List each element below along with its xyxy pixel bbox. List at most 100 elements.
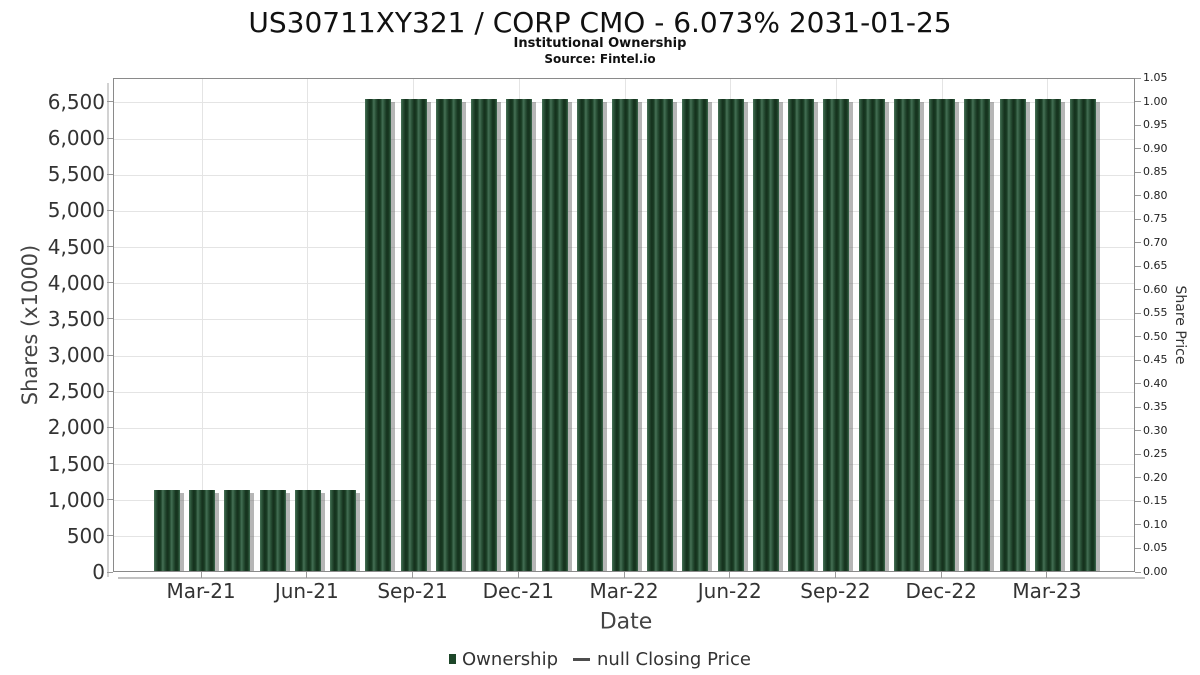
ownership-bar	[612, 98, 638, 571]
shares-axis-tick-mark	[107, 390, 113, 392]
date-axis-tick-label: Mar-21	[166, 579, 236, 603]
gridline-vertical	[307, 79, 309, 571]
ownership-bar	[1034, 98, 1061, 571]
line-marker-icon	[573, 657, 591, 661]
price-axis-tick-label: 0.30	[1143, 423, 1168, 437]
ownership-bar	[259, 490, 286, 571]
ownership-bar	[400, 98, 427, 571]
shares-axis-tick-label: 5,500	[47, 162, 105, 187]
price-axis-tick-label: 0.20	[1143, 470, 1168, 484]
ownership-bar	[929, 98, 956, 571]
shares-axis-tick-mark	[107, 354, 113, 356]
date-axis-tick-label: Sep-22	[800, 579, 871, 603]
chart-subtitle: Institutional Ownership	[513, 36, 687, 51]
price-axis-tick-label: 0.60	[1143, 282, 1168, 296]
price-axis-tick-mark	[1135, 359, 1141, 361]
price-axis-tick-mark	[1135, 218, 1141, 220]
ownership-bar	[153, 490, 180, 571]
shares-axis-tick-label: 6,500	[47, 89, 105, 114]
y-axis-baseline	[107, 83, 109, 577]
date-axis-tick-label: Mar-22	[589, 579, 659, 603]
price-axis-tick-mark	[1135, 383, 1141, 385]
price-axis-tick-mark	[1135, 406, 1141, 408]
price-axis-tick-label: 0.10	[1143, 517, 1168, 531]
ownership-bar	[717, 98, 744, 571]
price-axis-tick-label: 0.70	[1143, 235, 1168, 249]
price-axis-tick-mark	[1135, 77, 1141, 79]
price-axis-tick-label: 0.00	[1143, 565, 1168, 578]
price-axis-tick-mark	[1135, 171, 1141, 173]
price-axis-tick-mark	[1135, 148, 1141, 150]
ownership-bar	[823, 98, 850, 571]
ownership-bar	[858, 98, 885, 571]
price-axis-tick-label: 1.05	[1143, 71, 1168, 84]
price-axis-tick-mark	[1135, 289, 1141, 291]
square-marker-icon	[449, 654, 457, 664]
price-axis-tick-mark	[1135, 265, 1141, 267]
chart-title: US30711XY321 / CORP CMO - 6.073% 2031-01…	[248, 6, 952, 39]
date-axis-tick-label: Dec-22	[905, 579, 977, 603]
shares-axis-tick-mark	[107, 137, 113, 139]
ownership-bar	[964, 98, 991, 571]
price-axis-tick-mark	[1135, 336, 1141, 338]
ownership-bar	[294, 490, 321, 571]
x-axis-baseline	[118, 577, 1145, 579]
ownership-bar	[576, 98, 603, 571]
price-axis-tick-label: 0.50	[1143, 329, 1168, 343]
shares-axis-tick-label: 4,500	[47, 234, 105, 259]
ownership-bar	[999, 98, 1026, 571]
price-axis-tick-mark	[1135, 101, 1141, 103]
shares-axis-tick-label: 500	[66, 523, 105, 548]
price-axis-tick-mark	[1135, 547, 1141, 549]
price-axis-tick-mark	[1135, 430, 1141, 432]
gridline-vertical	[201, 79, 203, 571]
ownership-bar	[893, 98, 920, 571]
price-axis-tick-label: 1.00	[1143, 94, 1168, 108]
price-axis-tick-label: 0.65	[1143, 259, 1168, 273]
date-axis-tick-mark	[517, 572, 519, 578]
shares-axis-tick-label: 6,000	[47, 126, 105, 151]
ownership-bar	[471, 98, 498, 571]
ownership-bar	[365, 98, 392, 571]
date-axis-tick-mark	[834, 572, 836, 578]
price-axis-tick-mark	[1135, 477, 1141, 479]
ownership-bar	[541, 98, 568, 571]
ownership-bar	[435, 98, 462, 571]
price-axis-tick-mark	[1135, 453, 1141, 455]
ownership-bar	[506, 98, 533, 571]
price-axis-tick-mark	[1135, 124, 1141, 126]
shares-axis-tick-mark	[107, 173, 113, 175]
date-axis-tick-mark	[412, 572, 414, 578]
ownership-bar	[788, 98, 815, 571]
date-axis-tick-mark	[306, 572, 308, 578]
plot-area	[113, 78, 1135, 572]
shares-axis-tick-label: 4,000	[47, 270, 105, 295]
price-axis-tick-label: 0.90	[1143, 141, 1168, 155]
shares-axis-tick-label: 1,000	[47, 487, 105, 512]
legend-item-ownership: Ownership	[449, 649, 558, 670]
shares-axis-tick-mark	[107, 101, 113, 103]
price-axis-tick-mark	[1135, 195, 1141, 197]
price-axis-tick-label: 0.40	[1143, 376, 1168, 390]
shares-axis-tick-mark	[107, 282, 113, 284]
shares-axis-tick-label: 3,500	[47, 306, 105, 331]
date-axis-tick-label: Jun-21	[274, 579, 339, 603]
legend-label-ownership: Ownership	[462, 648, 559, 670]
price-axis-tick-mark	[1135, 571, 1141, 573]
shares-axis-tick-label: 2,000	[47, 415, 105, 440]
ownership-bar	[752, 98, 779, 571]
date-axis-tick-label: Dec-21	[482, 579, 554, 603]
legend-item-closing-price: null Closing Price	[558, 649, 751, 670]
price-axis-tick-label: 0.45	[1143, 353, 1168, 367]
ownership-bar	[224, 490, 251, 571]
price-axis-tick-mark	[1135, 524, 1141, 526]
ownership-bar	[1070, 98, 1097, 571]
date-axis-tick-mark	[729, 572, 731, 578]
shares-axis-tick-label: 3,000	[47, 343, 105, 368]
price-axis-tick-label: 0.15	[1143, 494, 1168, 508]
ownership-bar	[682, 98, 709, 571]
price-axis-tick-label: 0.05	[1143, 541, 1168, 555]
shares-axis-tick-mark	[107, 209, 113, 211]
shares-axis-tick-mark	[107, 246, 113, 248]
date-axis-tick-label: Jun-22	[697, 579, 762, 603]
